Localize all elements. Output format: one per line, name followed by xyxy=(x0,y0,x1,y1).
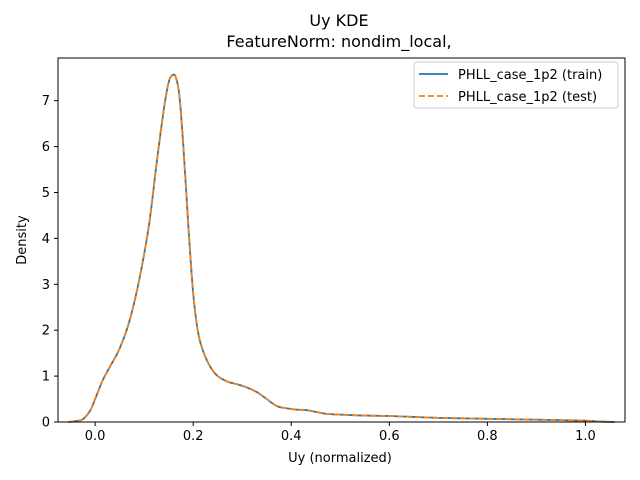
x-axis-ticks: 0.0 0.2 0.4 0.6 0.8 1.0 xyxy=(85,422,596,444)
legend-label-test: PHLL_case_1p2 (test) xyxy=(458,90,597,105)
x-tick-label: 0.2 xyxy=(183,429,204,444)
y-tick-label: 3 xyxy=(42,278,50,293)
y-tick-label: 2 xyxy=(42,324,50,339)
plot-frame xyxy=(57,57,626,423)
y-tick-label: 6 xyxy=(42,140,50,155)
x-tick-label: 0.0 xyxy=(85,429,106,444)
x-tick-label: 0.8 xyxy=(477,429,498,444)
series-lines xyxy=(68,73,615,423)
y-tick-label: 0 xyxy=(42,416,50,431)
x-tick-label: 0.4 xyxy=(281,429,302,444)
chart-title: Uy KDE xyxy=(309,11,368,30)
y-tick-label: 5 xyxy=(42,186,50,201)
series-line-test xyxy=(68,73,615,423)
x-tick-label: 0.6 xyxy=(379,429,400,444)
y-tick-label: 4 xyxy=(42,232,50,247)
y-tick-label: 1 xyxy=(42,370,50,385)
legend-label-train: PHLL_case_1p2 (train) xyxy=(458,68,602,83)
y-tick-label: 7 xyxy=(42,94,50,109)
x-axis-label: Uy (normalized) xyxy=(288,451,392,466)
x-tick-label: 1.0 xyxy=(575,429,596,444)
legend-box xyxy=(413,61,619,109)
y-axis-label: Density xyxy=(15,215,30,265)
legend: PHLL_case_1p2 (train) PHLL_case_1p2 (tes… xyxy=(413,61,619,109)
y-axis-ticks: 0 1 2 3 4 5 6 7 xyxy=(42,94,58,431)
chart-subtitle: FeatureNorm: nondim_local, xyxy=(226,32,451,52)
